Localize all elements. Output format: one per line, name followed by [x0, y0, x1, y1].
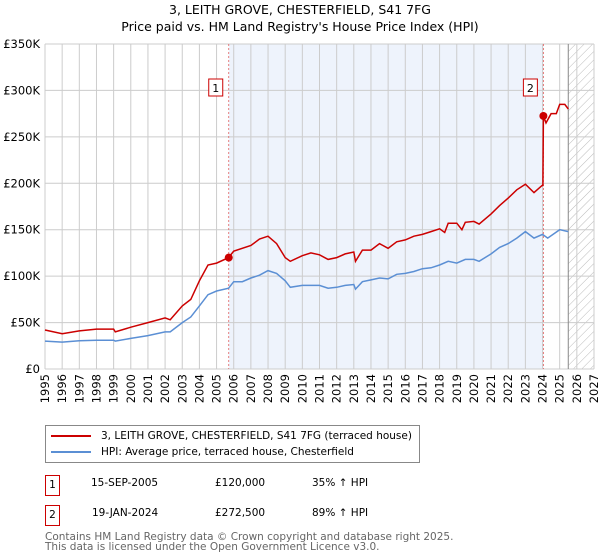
x-tick-label: 2009	[278, 374, 292, 403]
x-tick-label: 2012	[330, 374, 344, 403]
ownership-shade	[228, 44, 544, 369]
x-tick-label: 2019	[450, 374, 464, 403]
sale-point	[539, 111, 548, 120]
footer-licence: This data is licensed under the Open Gov…	[45, 541, 380, 553]
sale-marker-label: 2	[527, 82, 534, 95]
x-tick-label: 2027	[587, 374, 600, 403]
sale-marker-label: 1	[212, 82, 219, 95]
x-tick-label: 2017	[415, 374, 429, 403]
transaction-date: 15-SEP-2005	[91, 477, 159, 489]
legend-price-swatch	[51, 435, 91, 437]
price-line	[44, 103, 569, 335]
sale-marker-box	[208, 78, 224, 97]
transaction-price: £272,500	[215, 507, 266, 519]
x-tick-label: 1995	[38, 374, 52, 403]
x-tick-label: 2021	[484, 374, 498, 403]
x-tick-label: 2026	[570, 374, 584, 403]
y-tick-label: £0	[25, 362, 40, 376]
y-tick-label: £300K	[3, 83, 40, 97]
y-tick-label: £200K	[3, 176, 40, 190]
x-tick-label: 2008	[261, 374, 275, 403]
legend-hpi-swatch	[51, 451, 91, 453]
price-chart: 1995 1996 1997 1998 1999 2000 2001 2002 2003 2004…	[3, 37, 600, 403]
x-tick-label: 2006	[227, 374, 241, 403]
x-tick-label: 2018	[433, 374, 447, 403]
transaction-marker: 2	[45, 505, 60, 526]
x-tick-label: 1999	[107, 374, 121, 403]
x-tick-label: 2001	[141, 374, 155, 403]
x-tick-label: 2015	[381, 374, 395, 403]
x-tick-label: 2010	[295, 374, 309, 403]
transaction-price: £120,000	[215, 477, 266, 489]
y-tick-label: £100K	[3, 269, 40, 283]
x-tick-label: 1996	[55, 374, 69, 403]
x-tick-label: 1997	[72, 374, 86, 403]
sale-marker-box	[522, 78, 538, 97]
transaction-hpi: 35% ↑ HPI	[312, 477, 369, 489]
transaction-date: 19-JAN-2024	[92, 507, 159, 519]
x-tick-label: 2022	[501, 374, 515, 403]
transaction-marker: 1	[45, 475, 60, 496]
transaction-hpi: 89% ↑ HPI	[312, 507, 369, 519]
x-tick-label: 2016	[398, 374, 412, 403]
sale-point	[224, 253, 233, 262]
legend-hpi-label: HPI: Average price, terraced house, Ches…	[101, 446, 354, 458]
x-tick-label: 2024	[536, 374, 550, 403]
x-tick-label: 2003	[175, 374, 189, 403]
legend: 3, LEITH GROVE, CHESTERFIELD, S41 7FG (t…	[45, 425, 420, 463]
footer-copyright: Contains HM Land Registry data © Crown c…	[45, 531, 454, 543]
forecast-hatch	[568, 44, 594, 369]
y-tick-label: £350K	[3, 37, 40, 51]
y-tick-label: £50K	[11, 316, 41, 330]
x-tick-label: 2014	[364, 374, 378, 403]
y-tick-label: £250K	[3, 130, 40, 144]
chart-subtitle: Price paid vs. HM Land Registry's House …	[121, 19, 479, 34]
x-tick-label: 2025	[553, 374, 567, 403]
x-tick-label: 2005	[210, 374, 224, 403]
x-tick-label: 2007	[244, 374, 258, 403]
x-tick-label: 2011	[313, 374, 327, 403]
hpi-line	[44, 228, 569, 343]
footer: Contains HM Land Registry data © Crown c…	[45, 531, 454, 553]
x-tick-label: 2002	[158, 374, 172, 403]
x-tick-label: 2023	[518, 374, 532, 403]
x-tick-label: 1998	[89, 374, 103, 403]
x-tick-label: 2013	[347, 374, 361, 403]
chart-title: 3, LEITH GROVE, CHESTERFIELD, S41 7FG	[169, 2, 431, 17]
x-tick-label: 2000	[124, 374, 138, 403]
x-tick-label: 2004	[192, 374, 206, 403]
y-tick-label: £150K	[3, 223, 40, 237]
x-tick-label: 2020	[467, 374, 481, 403]
legend-price-label: 3, LEITH GROVE, CHESTERFIELD, S41 7FG (t…	[101, 430, 412, 442]
